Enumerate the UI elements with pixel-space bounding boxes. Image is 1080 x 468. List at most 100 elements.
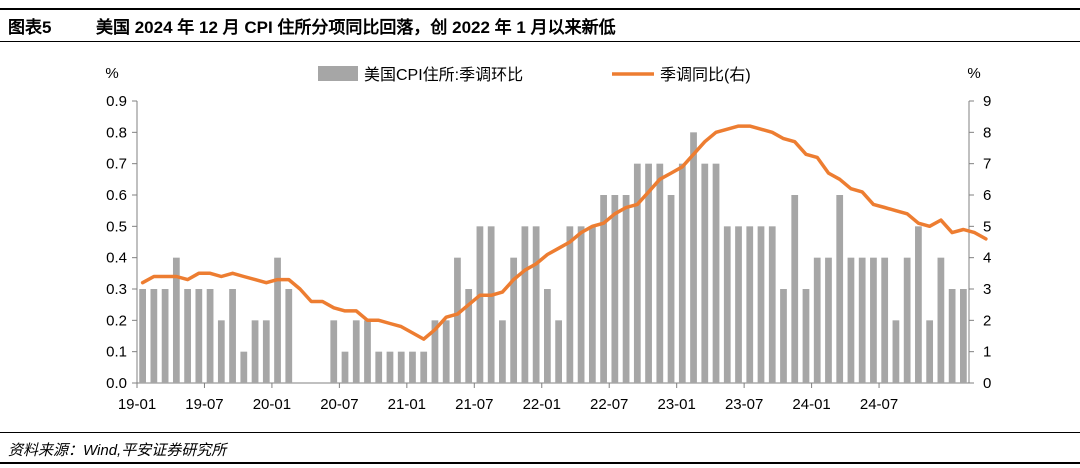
right-tick-label: 1 bbox=[983, 344, 991, 361]
bar bbox=[499, 320, 506, 383]
bar bbox=[870, 257, 877, 383]
bar bbox=[881, 257, 889, 383]
bar bbox=[341, 351, 349, 383]
right-tick-label: 6 bbox=[983, 187, 991, 204]
bar bbox=[532, 226, 540, 383]
right-tick-label: 2 bbox=[983, 312, 991, 329]
bar bbox=[274, 257, 281, 383]
bar bbox=[139, 289, 146, 383]
bar bbox=[172, 257, 180, 383]
bar bbox=[937, 257, 945, 383]
bar bbox=[780, 289, 787, 383]
bar bbox=[206, 289, 214, 383]
bar bbox=[611, 195, 619, 383]
bar bbox=[600, 195, 607, 383]
left-tick-label: 0.6 bbox=[106, 187, 127, 204]
source-top-rule bbox=[0, 432, 1080, 433]
x-tick-label: 24-01 bbox=[792, 396, 830, 413]
bar bbox=[555, 320, 562, 383]
bar bbox=[892, 320, 900, 383]
bar bbox=[948, 289, 956, 383]
right-tick-label: 4 bbox=[983, 250, 991, 267]
bar bbox=[454, 257, 461, 383]
bar-series bbox=[139, 132, 967, 383]
bar bbox=[217, 320, 225, 383]
bar bbox=[330, 320, 338, 383]
right-tick-label: 0 bbox=[983, 375, 991, 392]
bar bbox=[544, 289, 551, 383]
chart-legend: 美国CPI住所:季调环比 季调同比(右) bbox=[318, 66, 751, 84]
bar bbox=[521, 226, 529, 383]
bar bbox=[690, 132, 697, 383]
right-tick-label: 8 bbox=[983, 124, 991, 141]
left-tick-label: 0.3 bbox=[106, 281, 127, 298]
header-bottom-rule bbox=[0, 41, 1080, 42]
x-tick-label: 22-07 bbox=[590, 396, 628, 413]
legend-swatch-bar bbox=[318, 66, 358, 81]
legend-label-bar: 美国CPI住所:季调环比 bbox=[364, 66, 523, 84]
left-tick-label: 0.2 bbox=[106, 312, 127, 329]
bar bbox=[397, 351, 405, 383]
bar bbox=[813, 257, 821, 383]
right-tick-label: 9 bbox=[983, 93, 991, 110]
bar bbox=[251, 320, 259, 383]
bar bbox=[802, 289, 810, 383]
bar bbox=[757, 226, 765, 383]
right-tick-label: 3 bbox=[983, 281, 991, 298]
combo-chart: 0.0 0.1 0.2 0.3 0.4 0.5 0.6 0.7 0.8 0.9% 0 1 2 3 4 5 6 7 8… bbox=[105, 65, 991, 413]
bar bbox=[960, 289, 967, 383]
bar bbox=[656, 163, 664, 383]
bar bbox=[476, 226, 484, 383]
x-tick-label: 23-01 bbox=[657, 396, 695, 413]
right-tick-label: 7 bbox=[983, 156, 991, 173]
bar bbox=[465, 289, 473, 383]
bar bbox=[364, 320, 371, 383]
bar bbox=[431, 320, 439, 383]
header-top-rule bbox=[0, 8, 1080, 10]
bar bbox=[262, 320, 270, 383]
source-bottom-rule bbox=[0, 462, 1080, 464]
bar bbox=[352, 320, 360, 383]
x-tick-label: 24-07 bbox=[860, 396, 898, 413]
bar bbox=[420, 351, 428, 383]
bar bbox=[588, 226, 596, 383]
bar bbox=[791, 195, 799, 383]
bar bbox=[622, 195, 630, 383]
bar bbox=[903, 257, 911, 383]
bar bbox=[667, 195, 675, 383]
x-tick-label: 20-07 bbox=[320, 396, 358, 413]
x-tick-label: 20-01 bbox=[253, 396, 291, 413]
x-tick-label: 21-07 bbox=[455, 396, 493, 413]
x-tick-label: 19-01 bbox=[118, 396, 156, 413]
left-tick-label: 0.8 bbox=[106, 124, 127, 141]
bar bbox=[195, 289, 203, 383]
bar bbox=[150, 289, 158, 383]
bar bbox=[926, 320, 934, 383]
bar bbox=[712, 163, 720, 383]
right-tick-label: 5 bbox=[983, 218, 991, 235]
left-axis-unit: % bbox=[105, 65, 118, 82]
bar bbox=[240, 351, 248, 383]
bar bbox=[229, 289, 236, 383]
left-tick-label: 0.4 bbox=[106, 250, 127, 267]
yoy-line bbox=[140, 124, 988, 341]
bar bbox=[285, 289, 293, 383]
bar bbox=[723, 226, 731, 383]
bar bbox=[633, 163, 641, 383]
bar bbox=[487, 226, 495, 383]
bar bbox=[442, 320, 450, 383]
left-tick-label: 0.9 bbox=[106, 93, 127, 110]
bar bbox=[746, 226, 754, 383]
bar bbox=[858, 257, 866, 383]
bar bbox=[847, 257, 855, 383]
bar bbox=[386, 351, 394, 383]
figure-header: 图表5 美国 2024 年 12 月 CPI 住所分项同比回落，创 2022 年… bbox=[0, 0, 1080, 42]
x-tick-label: 23-07 bbox=[725, 396, 763, 413]
legend-label-line: 季调同比(右) bbox=[660, 66, 751, 84]
bar bbox=[375, 351, 383, 383]
x-tick-label: 21-01 bbox=[388, 396, 426, 413]
bar bbox=[825, 257, 832, 383]
bar bbox=[510, 257, 518, 383]
line-series bbox=[140, 124, 988, 341]
x-tick-label: 19-07 bbox=[185, 396, 223, 413]
